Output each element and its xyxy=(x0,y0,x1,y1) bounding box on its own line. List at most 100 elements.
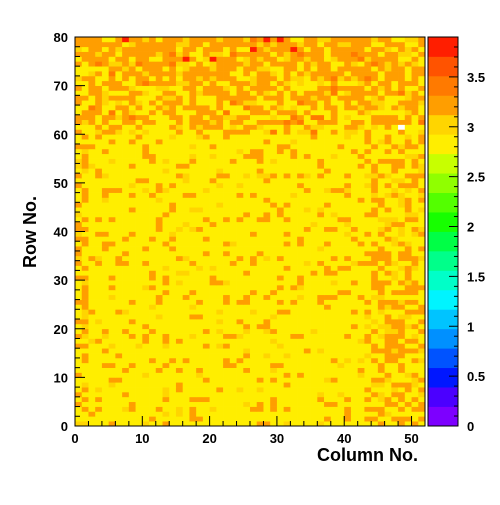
heatmap-cell xyxy=(250,216,258,223)
heatmap-cell xyxy=(297,221,305,227)
heatmap-cell xyxy=(108,421,116,427)
heatmap-cell xyxy=(108,105,116,111)
heatmap-cell xyxy=(384,56,392,62)
heatmap-cell xyxy=(384,46,392,52)
heatmap-cell xyxy=(243,143,251,150)
heatmap-cell xyxy=(344,255,352,262)
heatmap-cell xyxy=(202,46,210,52)
heatmap-cell xyxy=(404,105,412,111)
heatmap-cell xyxy=(108,124,116,130)
heatmap-cell xyxy=(398,202,406,208)
heatmap-cell xyxy=(263,202,271,208)
heatmap-cell xyxy=(398,100,406,106)
heatmap-cell xyxy=(108,323,116,330)
heatmap-cell xyxy=(276,119,284,125)
heatmap-cell xyxy=(398,367,406,373)
heatmap-cell xyxy=(377,51,385,57)
heatmap-cell xyxy=(250,299,258,305)
heatmap-cell xyxy=(155,246,163,252)
heatmap-cell xyxy=(81,37,89,43)
heatmap-cell xyxy=(337,124,345,130)
heatmap-cell xyxy=(243,216,251,223)
heatmap-cell xyxy=(108,114,116,121)
heatmap-cell xyxy=(404,416,412,422)
heatmap-cell xyxy=(223,367,231,373)
heatmap-cell xyxy=(263,304,271,310)
heatmap-cell xyxy=(236,416,244,422)
heatmap-cell xyxy=(175,163,184,169)
heatmap-cell xyxy=(324,168,332,174)
heatmap-cell xyxy=(101,265,109,271)
heatmap-cell xyxy=(169,280,177,286)
heatmap-cell xyxy=(384,280,392,286)
heatmap-cell xyxy=(324,178,332,184)
heatmap-cell xyxy=(115,319,123,325)
heatmap-cell xyxy=(202,411,210,417)
heatmap-cell xyxy=(317,367,325,373)
heatmap-cell xyxy=(229,178,237,184)
heatmap-cell xyxy=(142,124,150,130)
heatmap-cell xyxy=(81,391,89,398)
heatmap-cell xyxy=(182,411,190,417)
heatmap-cell xyxy=(250,37,258,43)
heatmap-cell xyxy=(155,391,163,398)
heatmap-cell xyxy=(155,124,163,130)
heatmap-cell xyxy=(357,37,365,43)
heatmap-cell xyxy=(135,46,143,52)
heatmap-cell xyxy=(411,382,419,388)
heatmap-cell xyxy=(229,406,237,412)
heatmap-cell xyxy=(216,41,224,48)
heatmap-cell xyxy=(337,158,345,164)
heatmap-cell xyxy=(196,197,204,203)
heatmap-cell xyxy=(290,71,298,77)
heatmap-cell xyxy=(216,212,224,218)
heatmap-cell xyxy=(209,265,217,271)
heatmap-cell xyxy=(216,56,224,62)
heatmap-cell xyxy=(411,85,419,91)
heatmap-cell xyxy=(364,212,372,218)
heatmap-cell xyxy=(81,265,89,271)
heatmap-cell xyxy=(229,421,237,427)
heatmap-cell xyxy=(256,284,264,291)
heatmap-cell xyxy=(290,382,298,388)
heatmap-cell xyxy=(81,105,89,111)
heatmap-cell xyxy=(196,250,204,257)
heatmap-cell xyxy=(202,304,210,310)
heatmap-cell xyxy=(169,343,177,349)
heatmap-cell xyxy=(404,231,412,237)
heatmap-cell xyxy=(377,75,385,82)
heatmap-cell xyxy=(263,319,271,325)
heatmap-cell xyxy=(283,66,291,72)
heatmap-cell xyxy=(135,421,143,427)
heatmap-cell xyxy=(196,343,204,349)
heatmap-cell xyxy=(182,353,190,359)
heatmap-cell xyxy=(115,129,123,135)
heatmap-cell xyxy=(229,61,237,67)
heatmap-cell xyxy=(216,202,224,208)
heatmap-cell xyxy=(175,372,184,378)
heatmap-cell xyxy=(263,348,271,354)
heatmap-cell xyxy=(142,231,150,237)
heatmap-cell xyxy=(344,284,352,291)
heatmap-cell xyxy=(324,37,332,43)
heatmap-cell xyxy=(108,411,116,417)
heatmap-cell xyxy=(364,226,372,232)
heatmap-cell xyxy=(162,304,170,310)
heatmap-cell xyxy=(344,105,352,111)
heatmap-cell xyxy=(189,241,197,247)
heatmap-cell xyxy=(223,41,231,48)
heatmap-cell xyxy=(297,119,305,125)
heatmap-cell xyxy=(115,367,123,373)
heatmap-cell xyxy=(357,114,365,121)
heatmap-cell xyxy=(404,319,412,325)
heatmap-cell xyxy=(303,284,311,291)
heatmap-cell xyxy=(263,148,271,155)
heatmap-cell xyxy=(324,411,332,417)
heatmap-cell xyxy=(182,343,190,349)
heatmap-cell xyxy=(350,396,359,403)
heatmap-cell xyxy=(189,401,197,407)
heatmap-cell xyxy=(209,343,217,349)
heatmap-cell xyxy=(155,105,163,111)
heatmap-cell xyxy=(250,265,258,271)
heatmap-cell xyxy=(350,387,359,393)
